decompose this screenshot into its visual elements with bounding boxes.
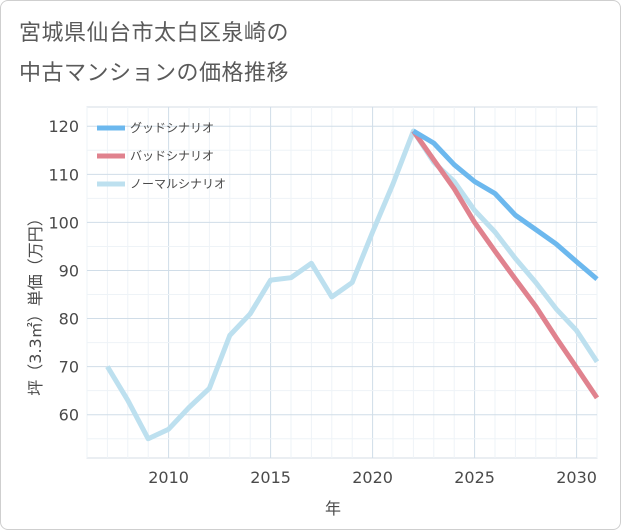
x-tick-label: 2015 xyxy=(250,468,291,487)
y-tick-label: 100 xyxy=(48,213,79,232)
y-tick-label: 120 xyxy=(48,117,79,136)
x-axis-label: 年 xyxy=(325,499,341,518)
y-tick-label: 110 xyxy=(48,165,79,184)
x-tick-label: 2020 xyxy=(352,468,393,487)
legend-label: ノーマルシナリオ xyxy=(130,177,226,191)
legend-label: グッドシナリオ xyxy=(130,121,214,135)
x-tick-label: 2025 xyxy=(454,468,495,487)
x-tick-label: 2010 xyxy=(148,468,189,487)
y-axis-label: 坪（3.3㎡）単価（万円） xyxy=(26,210,45,395)
y-tick-label: 60 xyxy=(59,406,79,425)
legend-label: バッドシナリオ xyxy=(130,149,214,163)
chart-title-line-1: 宮城県仙台市太白区泉崎の xyxy=(19,21,290,46)
chart-title-line-2: 中古マンションの価格推移 xyxy=(19,61,290,86)
x-axis-ticks: 2010 2015 2020 2025 2030 xyxy=(148,468,597,487)
y-tick-label: 70 xyxy=(59,358,79,377)
series-line-2 xyxy=(105,128,600,442)
y-tick-label: 80 xyxy=(59,310,79,329)
y-tick-label: 90 xyxy=(59,261,79,280)
series-line-0 xyxy=(412,128,599,282)
series-line-1 xyxy=(411,129,600,400)
series-lines xyxy=(105,128,600,442)
y-axis-ticks: 60 70 80 90 100 110 120 xyxy=(48,117,79,424)
x-tick-label: 2030 xyxy=(556,468,597,487)
